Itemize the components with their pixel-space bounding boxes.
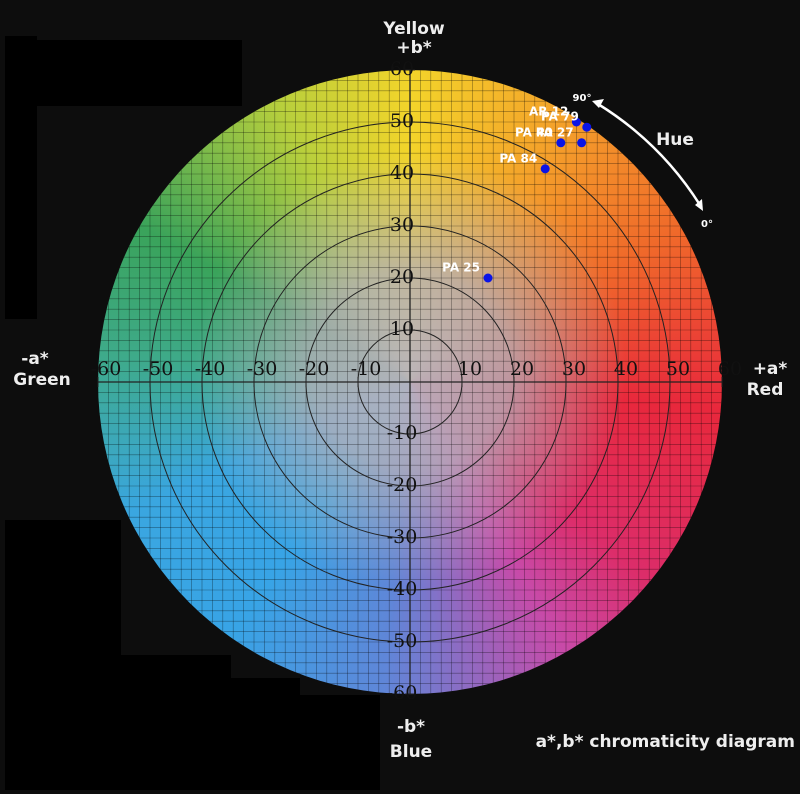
point-label: PA 79	[541, 110, 579, 124]
x-tick-label: -60	[91, 358, 122, 380]
x-tick-label: -50	[143, 358, 174, 380]
chart: -60-50-40-30-20-10102030405060-60-50-40-…	[0, 0, 800, 794]
right-label: Red	[747, 380, 784, 400]
redaction	[5, 520, 121, 790]
point-label: PA 27	[536, 125, 574, 139]
y-tick-label: -50	[387, 630, 418, 652]
y-tick-label: 40	[390, 162, 414, 184]
top-label: Yellow	[382, 19, 445, 39]
arrow-heads	[592, 99, 703, 211]
y-tick-label: -40	[387, 578, 418, 600]
x-tick-label: -30	[247, 358, 278, 380]
x-tick-label: -40	[195, 358, 226, 380]
x-tick-label: 50	[666, 358, 690, 380]
x-tick-label: -20	[299, 358, 330, 380]
data-point	[556, 138, 565, 147]
y-tick-label: 30	[390, 214, 414, 236]
x-tick-label: 10	[458, 358, 482, 380]
y-tick-label: 20	[390, 266, 414, 288]
hue-start: 90°	[573, 93, 592, 104]
y-tick-label: -60	[387, 682, 418, 704]
screenshot: -60-50-40-30-20-10102030405060-60-50-40-…	[0, 0, 800, 794]
hue-label: Hue	[656, 130, 694, 150]
y-tick-label: 10	[390, 318, 414, 340]
y-tick-label: -20	[387, 474, 418, 496]
right-label: +a*	[753, 359, 788, 379]
hue-end: 0°	[701, 219, 713, 230]
left-label: Green	[13, 370, 71, 390]
x-tick-label: -10	[351, 358, 382, 380]
data-point	[582, 123, 591, 132]
data-point	[541, 164, 550, 173]
left-label: -a*	[21, 349, 49, 369]
redaction	[37, 40, 242, 106]
redaction	[295, 695, 380, 790]
y-tick-label: -10	[387, 422, 418, 444]
x-tick-label: 30	[562, 358, 586, 380]
x-tick-label: 40	[614, 358, 638, 380]
x-tick-label: 20	[510, 358, 534, 380]
point-label: PA 84	[499, 151, 537, 165]
bottom-label: -b*	[397, 717, 425, 737]
data-point	[577, 138, 586, 147]
chart-title: a*,b* chromaticity diagram	[536, 732, 795, 752]
top-label: +b*	[396, 38, 431, 58]
y-tick-label: -30	[387, 526, 418, 548]
redaction	[205, 678, 300, 790]
x-tick-label: 60	[718, 358, 742, 380]
y-tick-label: 60	[390, 58, 414, 80]
redaction	[5, 36, 37, 319]
bottom-label: Blue	[390, 742, 432, 762]
y-tick-label: 50	[390, 110, 414, 132]
data-point	[484, 274, 493, 283]
point-label: PA 25	[442, 261, 480, 275]
